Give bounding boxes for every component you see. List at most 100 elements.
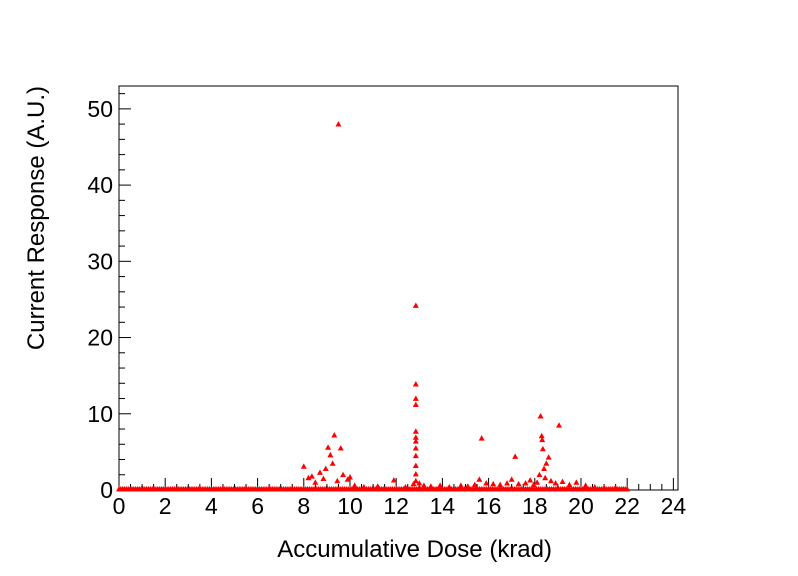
x-axis-title: Accumulative Dose (krad) xyxy=(277,536,552,563)
data-point xyxy=(360,483,367,490)
x-tick-label: 18 xyxy=(522,493,548,519)
data-point xyxy=(542,474,549,481)
x-tick-label: 12 xyxy=(383,493,409,519)
data-point xyxy=(337,445,344,451)
data-point xyxy=(601,484,608,491)
x-tick-label: 10 xyxy=(337,493,363,519)
data-point xyxy=(538,432,545,439)
data-point xyxy=(412,445,419,451)
data-point xyxy=(530,481,537,488)
x-tick-label: 0 xyxy=(113,493,126,519)
data-point xyxy=(412,381,419,387)
data-point xyxy=(446,483,453,490)
y-tick-label: 10 xyxy=(87,401,113,427)
data-point xyxy=(325,444,332,450)
data-point xyxy=(412,401,419,408)
y-tick-label: 20 xyxy=(87,325,113,351)
x-tick-label: 8 xyxy=(297,493,310,519)
data-point xyxy=(316,469,323,475)
data-point xyxy=(327,451,334,458)
x-tick-label: 24 xyxy=(661,493,687,519)
data-point xyxy=(547,477,554,484)
data-point xyxy=(515,480,522,487)
data-point xyxy=(320,475,327,481)
x-tick-label: 22 xyxy=(614,493,640,519)
x-tick-label: 6 xyxy=(251,493,264,519)
data-point xyxy=(340,471,347,478)
data-point xyxy=(497,481,504,488)
data-point xyxy=(300,463,307,469)
data-point xyxy=(457,482,464,488)
y-tick-label: 30 xyxy=(87,248,113,274)
data-point xyxy=(412,438,419,444)
data-point xyxy=(322,465,329,472)
data-point xyxy=(351,482,358,488)
data-point xyxy=(559,478,566,485)
data-point xyxy=(464,483,471,489)
data-point xyxy=(541,465,548,472)
x-tick-labels: 0 2 4 6 8 10 12 14 16 18 20 22 24 xyxy=(113,493,687,519)
data-point xyxy=(329,460,336,466)
data-point xyxy=(437,482,444,488)
data-point xyxy=(412,302,419,308)
data-point xyxy=(483,480,490,486)
data-point xyxy=(412,428,419,434)
data-point xyxy=(527,477,534,483)
data-point xyxy=(512,453,519,459)
x-tick-label: 16 xyxy=(476,493,502,519)
data-point xyxy=(312,479,319,485)
x-tick-label: 14 xyxy=(430,493,456,519)
data-point xyxy=(552,480,559,486)
data-point xyxy=(504,480,511,486)
data-point xyxy=(536,471,543,478)
data-point xyxy=(556,422,563,428)
data-point xyxy=(522,480,529,486)
data-point xyxy=(416,480,423,486)
data-point xyxy=(334,477,341,484)
baseline-point xyxy=(624,486,631,492)
data-point xyxy=(308,473,315,479)
data-point xyxy=(412,477,419,484)
y-tick-label: 50 xyxy=(87,96,113,122)
y-tick-label: 40 xyxy=(87,172,113,198)
data-point xyxy=(545,454,552,460)
data-point xyxy=(412,434,419,440)
baseline-points xyxy=(116,486,631,492)
data-point xyxy=(591,483,598,490)
data-point xyxy=(346,474,353,480)
data-point xyxy=(402,483,409,490)
data-point xyxy=(543,460,550,466)
data-point xyxy=(582,482,589,488)
data-point xyxy=(412,452,419,459)
data-point xyxy=(478,435,485,441)
data-point xyxy=(471,481,478,488)
data-point xyxy=(412,395,419,401)
data-point xyxy=(420,482,427,488)
data-point xyxy=(412,462,419,469)
data-point xyxy=(537,413,544,419)
data-point xyxy=(374,483,381,489)
axis-ticks xyxy=(118,93,674,491)
data-point xyxy=(305,474,312,481)
data-point xyxy=(539,436,546,443)
data-point xyxy=(573,479,580,485)
data-point xyxy=(390,477,397,483)
x-tick-label: 2 xyxy=(159,493,172,519)
data-point xyxy=(539,445,546,452)
y-tick-labels: 0 10 20 30 40 50 xyxy=(87,96,113,503)
data-point xyxy=(534,479,541,485)
y-tick-label: 0 xyxy=(100,477,113,503)
data-point xyxy=(566,481,573,488)
data-point xyxy=(427,483,434,489)
y-axis-title: Current Response (A.U.) xyxy=(23,86,50,350)
plot-frame xyxy=(118,85,679,491)
data-point xyxy=(410,480,417,487)
data-point xyxy=(335,121,342,127)
data-point xyxy=(412,470,419,477)
x-tick-label: 20 xyxy=(568,493,594,519)
x-tick-label: 4 xyxy=(205,493,218,519)
data-points xyxy=(300,121,619,491)
data-point xyxy=(331,432,338,438)
data-point xyxy=(508,476,515,482)
data-point xyxy=(476,476,483,482)
